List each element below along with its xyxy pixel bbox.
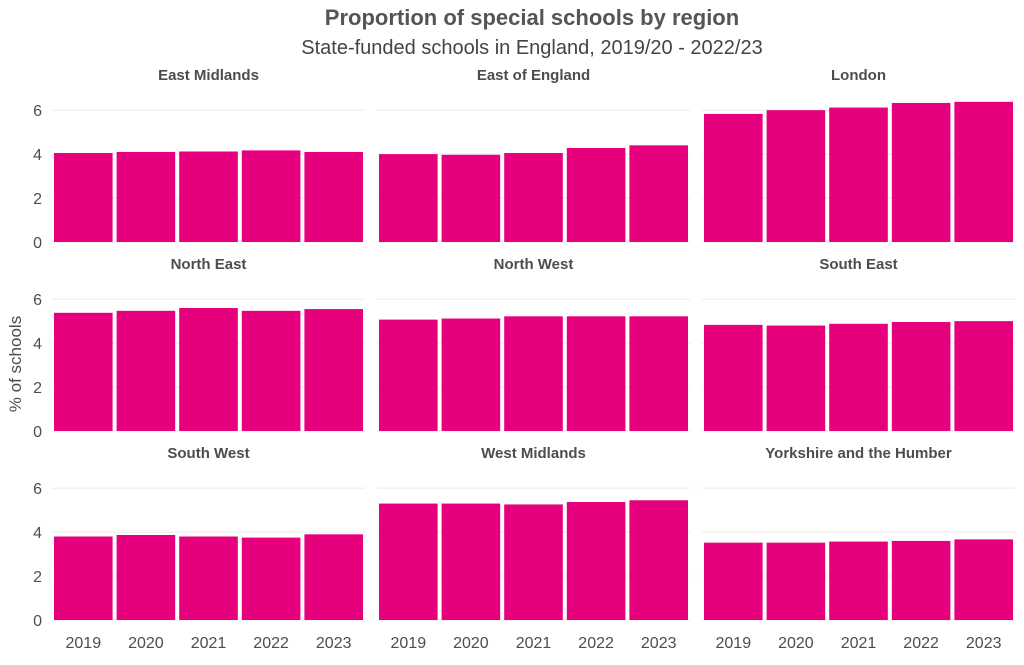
x-tick-label: 2020 [128,635,164,652]
x-tick-label: 2019 [391,635,427,652]
bar [954,101,1013,242]
bar [704,542,763,620]
bar [504,504,563,620]
facet-panels: East Midlands 0 2 4 6 East of England London No… [33,67,1015,652]
bar [629,500,688,620]
bar [241,310,301,431]
bar [891,540,951,620]
facet-strip-label: London [831,67,886,84]
y-tick-label: 6 [33,103,42,120]
y-tick-label: 0 [33,235,42,252]
y-tick-label: 2 [33,569,42,586]
bar [54,536,113,620]
facet-strip-label: North West [494,256,574,273]
bar [179,307,238,431]
facet-panel: Yorkshire and the Humber 2019 2020 2021 2022… [702,445,1015,652]
y-tick-label: 4 [33,525,42,542]
bar [116,310,176,431]
y-tick-label: 0 [33,613,42,630]
bar [504,316,563,431]
x-tick-label: 2019 [66,635,102,652]
bar [766,110,826,242]
facet-strip-label: Yorkshire and the Humber [765,445,952,462]
bar [629,316,688,431]
bar [304,534,363,620]
bar [891,102,951,242]
bar [829,107,888,242]
x-tick-label: 2022 [903,635,939,652]
facet-strip-label: South West [167,445,249,462]
x-tick-label: 2021 [516,635,552,652]
x-tick-label: 2020 [453,635,489,652]
bar [441,318,501,431]
bar [504,153,563,242]
facet-panel: East of England [377,67,690,243]
x-tick-label: 2023 [641,635,677,652]
x-tick-label: 2019 [716,635,752,652]
y-axis-label: % of schools [6,316,25,412]
bar [829,541,888,620]
bar [179,536,238,620]
chart-subtitle: State-funded schools in England, 2019/20… [301,37,762,59]
bar [704,113,763,243]
facet-panel: South East [702,256,1015,432]
bar [116,151,176,242]
x-tick-label: 2020 [778,635,814,652]
facet-strip-label: East Midlands [158,67,259,84]
y-tick-label: 4 [33,336,42,353]
bar [379,154,438,242]
bar [304,309,363,431]
x-tick-label: 2021 [191,635,227,652]
facet-panel: London [702,67,1015,243]
bar [704,324,763,431]
bar [379,503,438,620]
facet-strip-label: South East [819,256,897,273]
x-tick-label: 2022 [578,635,614,652]
facet-panel: North East 0 2 4 6 [33,256,365,441]
chart-title: Proportion of special schools by region [325,5,739,30]
bar [629,145,688,242]
bar [954,321,1013,431]
bar [954,539,1013,620]
y-tick-label: 6 [33,292,42,309]
x-tick-label: 2023 [966,635,1002,652]
bar [566,316,626,431]
bar [379,319,438,431]
bar [441,503,501,620]
x-tick-label: 2022 [253,635,289,652]
bar [54,312,113,431]
bar [566,502,626,620]
bar [441,154,501,242]
bar [241,537,301,620]
bar [766,542,826,620]
bar [829,323,888,431]
y-tick-label: 2 [33,380,42,397]
bar [54,153,113,242]
x-tick-label: 2021 [841,635,877,652]
bar [179,151,238,242]
facet-strip-label: East of England [477,67,590,84]
y-tick-label: 6 [33,481,42,498]
facet-panel: East Midlands 0 2 4 6 [33,67,365,252]
facet-panel: West Midlands 2019 2020 2021 2022 2023 [377,445,690,652]
facet-panel: South West 0 2 4 6 2019 2020 2021 2022 2023 [33,445,365,652]
bar [116,534,176,620]
bar [766,325,826,431]
bar [241,150,301,242]
bar [304,151,363,242]
bar [566,147,626,242]
y-tick-label: 0 [33,424,42,441]
facet-strip-label: North East [171,256,247,273]
x-tick-label: 2023 [316,635,352,652]
y-tick-label: 2 [33,191,42,208]
facet-panel: North West [377,256,690,432]
bar [891,322,951,431]
y-tick-label: 4 [33,147,42,164]
facet-strip-label: West Midlands [481,445,586,462]
